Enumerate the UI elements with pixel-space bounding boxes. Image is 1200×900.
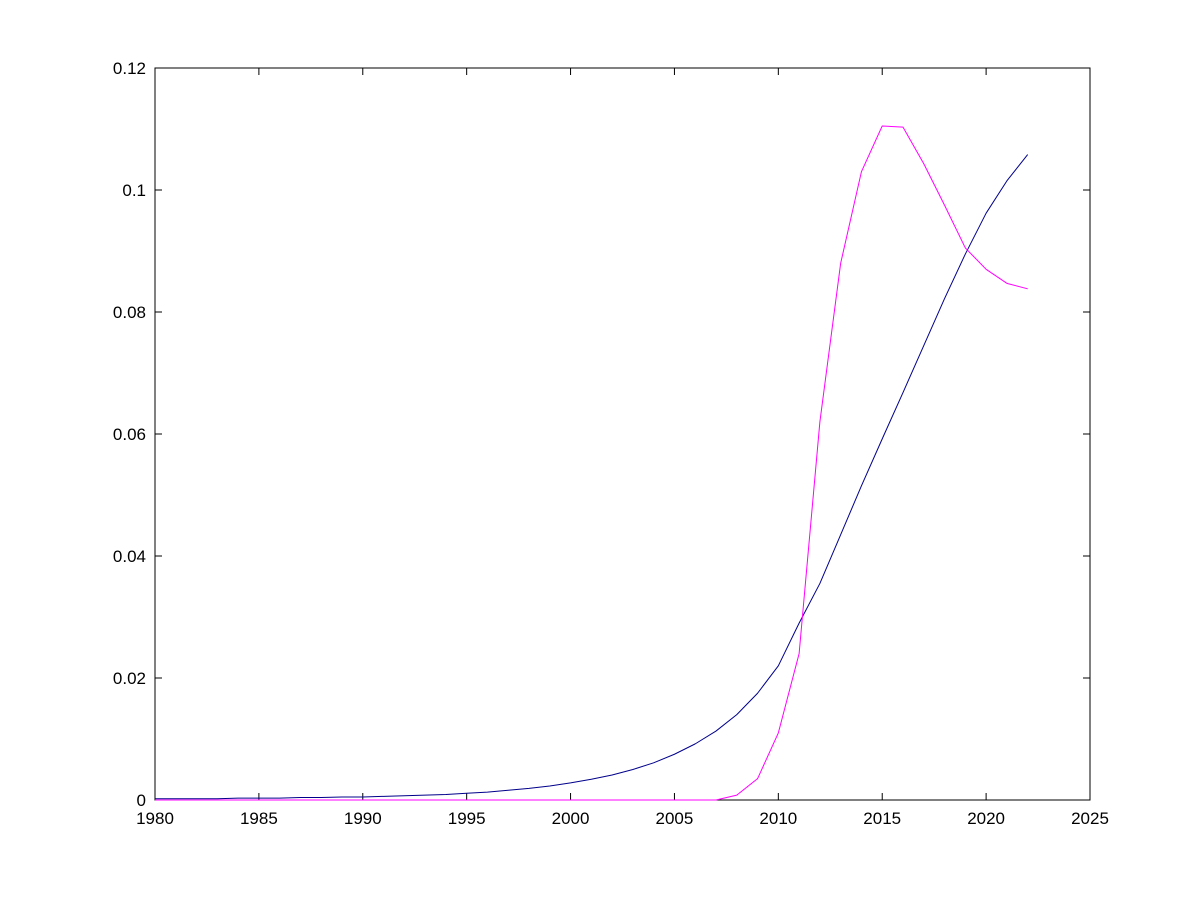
y-tick-label: 0.06 [113, 425, 146, 444]
plot-box [154, 67, 1091, 801]
x-tick-label: 2015 [863, 809, 901, 828]
x-tick-label: 1990 [344, 809, 382, 828]
x-tick-label: 1995 [448, 809, 486, 828]
y-tick-label: 0.1 [122, 181, 146, 200]
smooth-growth-series-line [155, 154, 1029, 800]
x-tick-label: 2010 [759, 809, 797, 828]
y-tick-label: 0.12 [113, 59, 146, 78]
y-tick-label: 0 [137, 791, 146, 810]
y-tick-label: 0.02 [113, 669, 146, 688]
x-tick-label: 2005 [656, 809, 694, 828]
x-tick-label: 1980 [136, 809, 174, 828]
x-tick-label: 1985 [240, 809, 278, 828]
x-tick-label: 2000 [552, 809, 590, 828]
x-tick-label: 2020 [967, 809, 1005, 828]
peaked-series-line [155, 125, 1028, 801]
y-tick-label: 0.04 [113, 547, 146, 566]
y-tick-label: 0.08 [113, 303, 146, 322]
x-tick-label: 2025 [1071, 809, 1109, 828]
